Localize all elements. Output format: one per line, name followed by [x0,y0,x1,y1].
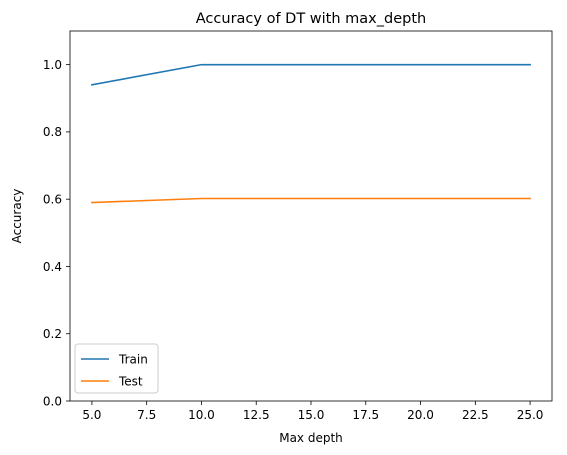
x-tick-label: 12.5 [243,408,270,422]
series-line-train [90,63,531,86]
y-tick-label: 0.2 [43,327,62,341]
chart-title: Accuracy of DT with max_depth [196,11,426,27]
legend: Train Test [74,343,159,394]
x-tick-label: 20.0 [407,408,434,422]
x-tick-label: 15.0 [298,408,325,422]
y-tick-label: 0.0 [43,394,62,408]
y-tick-label: 0.4 [43,260,62,274]
y-tick-label: 0.6 [43,192,62,206]
legend-label-train: Train [118,352,148,366]
x-tick-label: 25.0 [517,408,544,422]
series-line-test [91,197,531,204]
x-tick-label: 5.0 [82,408,101,422]
y-tick-label: 0.8 [43,125,62,139]
x-tick-label: 10.0 [188,408,215,422]
y-axis-label: Accuracy [10,189,24,244]
y-tick-label: 1.0 [43,58,62,72]
x-tick-label: 17.5 [352,408,379,422]
legend-label-test: Test [118,374,143,388]
plot-area: 5.0 7.5 10.0 12.5 15.0 17.5 20.0 22.5 25.0 0.0 0.2… [43,30,553,422]
axes-frame [69,30,553,402]
x-tick-label: 7.5 [137,408,156,422]
x-tick-label: 22.5 [462,408,489,422]
x-axis-label: Max depth [279,431,343,445]
